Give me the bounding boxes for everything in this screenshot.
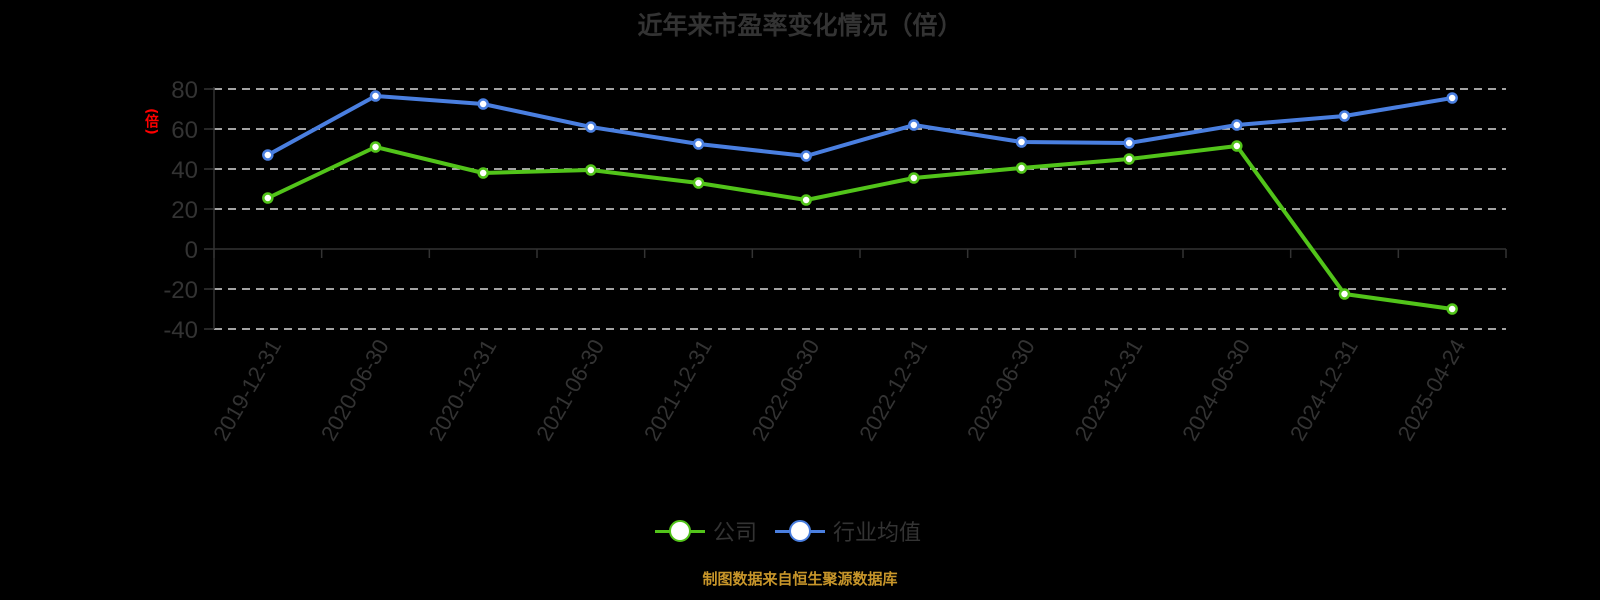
data-point[interactable] xyxy=(1123,153,1135,165)
data-point[interactable] xyxy=(800,194,812,206)
x-tick-label: 2021-12-31 xyxy=(639,335,717,445)
data-point[interactable] xyxy=(1338,288,1351,300)
y-tick-label: 0 xyxy=(185,237,198,264)
data-point[interactable] xyxy=(369,141,382,153)
legend-label-company: 公司 xyxy=(713,521,758,546)
series-line xyxy=(266,94,1453,158)
data-point[interactable] xyxy=(1231,140,1243,152)
data-point[interactable] xyxy=(262,149,274,161)
x-tick-label: 2020-12-31 xyxy=(424,335,502,445)
data-point[interactable] xyxy=(477,98,489,110)
x-tick-label: 2024-12-31 xyxy=(1285,335,1363,445)
y-tick-label: 20 xyxy=(171,197,198,224)
x-tick-label: 2024-06-30 xyxy=(1177,335,1255,445)
data-point[interactable] xyxy=(585,164,597,176)
data-source-note: 制图数据来自恒生聚源数据库 xyxy=(702,570,898,588)
data-point[interactable] xyxy=(369,90,382,102)
y-tick-label: 40 xyxy=(171,157,198,184)
series-line xyxy=(266,144,1453,311)
legend-item-industry-average[interactable]: 行业均值 xyxy=(775,515,921,547)
data-point[interactable] xyxy=(1446,303,1458,315)
legend-label-industry-average: 行业均值 xyxy=(833,521,922,546)
y-tick-label: -40 xyxy=(163,317,198,344)
data-point[interactable] xyxy=(1231,119,1243,131)
legend-item-company[interactable]: 公司 xyxy=(655,515,757,547)
data-point[interactable] xyxy=(1446,92,1458,104)
data-point[interactable] xyxy=(1015,162,1028,174)
y-axis-label: (倍) xyxy=(143,108,159,135)
data-point[interactable] xyxy=(477,167,489,179)
x-tick-label: 2022-06-30 xyxy=(747,335,825,445)
y-tick-label: 60 xyxy=(171,117,198,144)
data-point[interactable] xyxy=(908,119,920,131)
data-point[interactable] xyxy=(1015,136,1028,148)
data-point[interactable] xyxy=(908,172,920,184)
x-tick-label: 2023-12-31 xyxy=(1070,335,1148,445)
x-tick-label: 2025-04-24 xyxy=(1393,335,1471,445)
x-tick-label: 2022-12-31 xyxy=(854,335,932,445)
legend-marker-icon xyxy=(655,520,705,542)
x-tick-label: 2023-06-30 xyxy=(962,335,1040,445)
data-point[interactable] xyxy=(1123,137,1135,149)
data-point[interactable] xyxy=(800,150,812,162)
x-tick-label: 2020-06-30 xyxy=(316,335,394,445)
y-tick-label: 80 xyxy=(171,77,198,104)
y-tick-label: -20 xyxy=(163,277,198,304)
data-point[interactable] xyxy=(1338,110,1351,122)
data-point[interactable] xyxy=(692,138,705,150)
legend: 公司 行业均值 xyxy=(655,515,921,547)
legend-marker-icon xyxy=(775,520,826,542)
data-point[interactable] xyxy=(585,121,597,133)
x-tick-label: 2021-06-30 xyxy=(531,335,609,445)
x-tick-label: 2019-12-31 xyxy=(208,335,286,445)
chart-title: 近年来市盈率变化情况（倍） xyxy=(637,11,963,40)
data-point[interactable] xyxy=(262,192,274,204)
data-point[interactable] xyxy=(692,177,705,189)
